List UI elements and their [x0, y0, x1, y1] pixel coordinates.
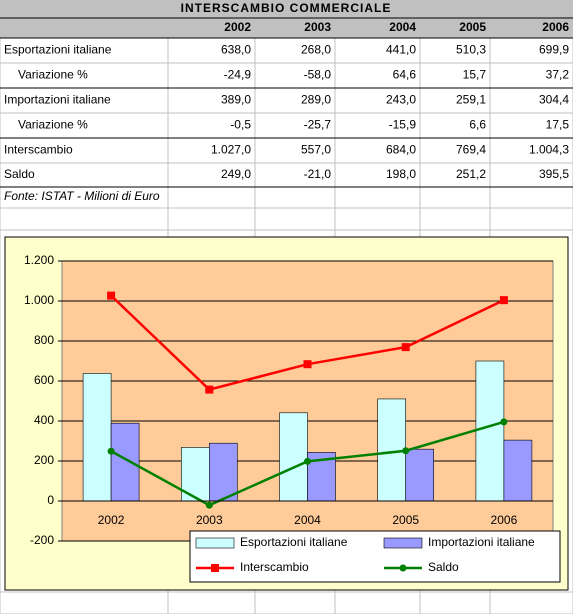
cell-value: 389,0: [221, 93, 251, 107]
marker: [205, 385, 214, 394]
cell-value: -58,0: [304, 68, 332, 82]
cell-value: 304,4: [539, 93, 569, 107]
marker: [499, 296, 508, 305]
bar: [279, 412, 308, 502]
bar: [110, 422, 140, 502]
marker: [402, 447, 410, 455]
bar: [475, 360, 505, 502]
row-label: Importazioni italiane: [4, 93, 111, 107]
legend-label: Interscambio: [240, 560, 309, 574]
cell-value: 37,2: [546, 68, 570, 82]
year-header: 2003: [304, 20, 331, 34]
row-label: Saldo: [4, 167, 35, 181]
legend-swatch: [195, 537, 235, 549]
year-header: 2005: [459, 20, 486, 34]
legend-label: Esportazioni italiane: [240, 535, 348, 549]
cell-value: -24,9: [224, 68, 252, 82]
bar: [405, 448, 435, 502]
cell-value: -21,0: [304, 167, 332, 181]
cell-value: 395,5: [539, 167, 569, 181]
cell-value: 249,0: [221, 167, 251, 181]
y-tick-label: 600: [34, 373, 54, 387]
bar: [209, 442, 238, 502]
table-title: INTERSCAMBIO COMMERCIALE: [181, 1, 392, 15]
bar: [82, 373, 112, 502]
x-tick-label: 2003: [196, 513, 223, 527]
cell-value: 289,0: [301, 93, 331, 107]
row-label: Interscambio: [4, 143, 73, 157]
x-tick-label: 2006: [491, 513, 518, 527]
cell-value: 1.004,3: [529, 143, 569, 157]
cell-value: -25,7: [304, 118, 332, 132]
marker: [107, 447, 115, 455]
cell-value: 268,0: [301, 43, 331, 57]
marker: [304, 457, 311, 465]
bar: [377, 398, 407, 502]
cell-value: 251,2: [456, 167, 486, 181]
cell-value: 17,5: [546, 118, 570, 132]
cell-value: 441,0: [386, 43, 416, 57]
bar: [503, 439, 533, 502]
cell-value: 15,7: [463, 68, 487, 82]
y-tick-label: 1.200: [24, 253, 54, 267]
cell-value: 638,0: [221, 43, 251, 57]
x-tick-label: 2002: [98, 513, 125, 527]
cell-value: 769,4: [456, 143, 486, 157]
marker: [401, 343, 410, 352]
legend-label: Saldo: [428, 560, 459, 574]
y-tick-label: 800: [34, 333, 54, 347]
footnote: Fonte: ISTAT - Milioni di Euro: [4, 189, 160, 203]
cell-value: 684,0: [386, 143, 416, 157]
cell-value: -0,5: [230, 118, 251, 132]
cell-value: 699,9: [539, 43, 569, 57]
legend: [189, 530, 561, 583]
x-tick-label: 2005: [392, 513, 419, 527]
year-header: 2006: [542, 20, 569, 34]
row-label: Variazione %: [18, 118, 88, 132]
y-tick-label: 1.000: [24, 293, 54, 307]
row-label: Esportazioni italiane: [4, 43, 112, 57]
x-tick-label: 2004: [294, 513, 321, 527]
marker: [205, 501, 213, 509]
legend-swatch: [383, 537, 423, 549]
row-label: Variazione %: [18, 68, 88, 82]
cell-value: 198,0: [386, 167, 416, 181]
y-tick-label: 200: [34, 453, 54, 467]
year-header: 2004: [389, 20, 416, 34]
header-bg: [0, 0, 573, 38]
cell-value: 510,3: [456, 43, 486, 57]
cell-value: 243,0: [386, 93, 416, 107]
year-header: 2002: [224, 20, 251, 34]
legend-marker: [399, 564, 407, 572]
cell-value: -15,9: [389, 118, 417, 132]
cell-value: 64,6: [393, 68, 417, 82]
cell-value: 1.027,0: [211, 143, 251, 157]
legend-marker: [211, 564, 219, 572]
cell-value: 259,1: [456, 93, 486, 107]
cell-value: 557,0: [301, 143, 331, 157]
marker: [500, 418, 508, 426]
marker: [107, 291, 116, 300]
legend-label: Importazioni italiane: [428, 535, 535, 549]
y-tick-label: -200: [30, 533, 54, 547]
y-tick-label: 400: [34, 413, 54, 427]
y-tick-label: 0: [47, 493, 54, 507]
cell-value: 6,6: [469, 118, 486, 132]
marker: [303, 360, 312, 369]
